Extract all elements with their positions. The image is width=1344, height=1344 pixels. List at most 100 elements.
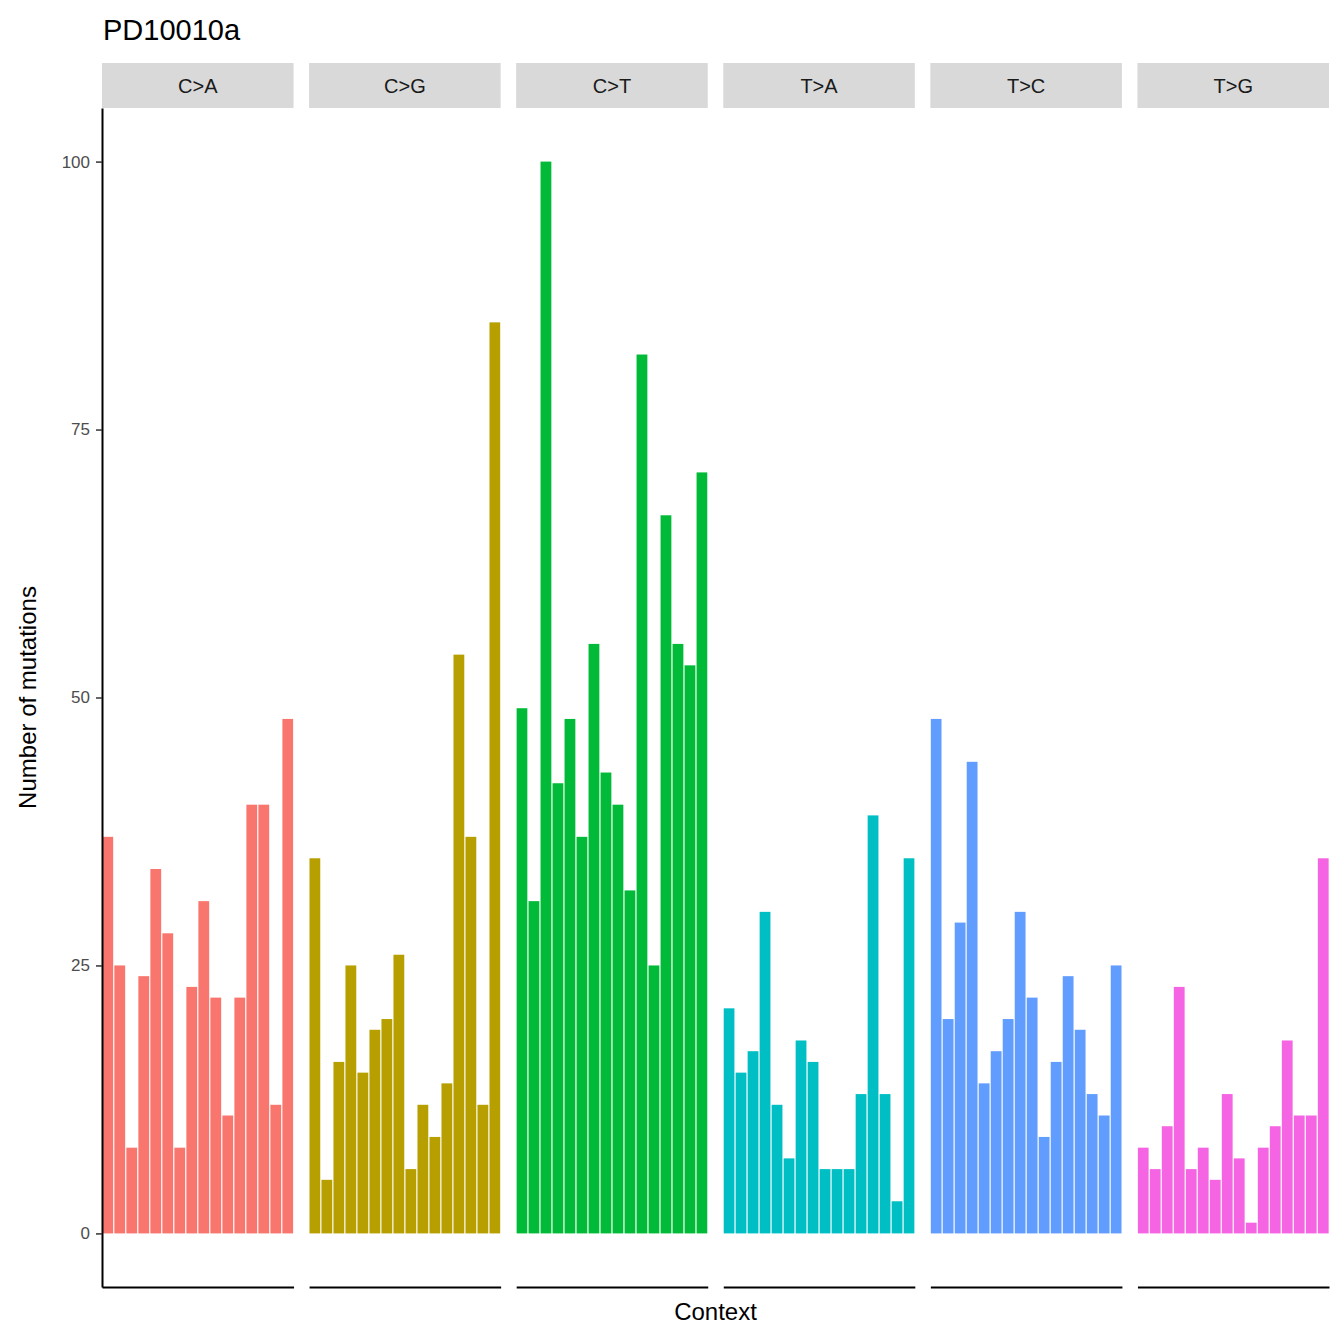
bar [625,890,636,1233]
strip-label: C>G [384,75,426,97]
strip-background [102,63,294,108]
bar [931,719,942,1233]
bar [441,1083,452,1233]
bar [517,708,528,1233]
bar [868,815,879,1233]
strip-background [516,63,708,108]
facet-strip: T>C [930,63,1122,108]
y-tick-mark [96,161,102,163]
bar [724,1008,735,1233]
bar [697,472,708,1233]
bar [760,912,771,1234]
bar [1138,1148,1149,1234]
strip-label: T>A [800,75,838,97]
bar [565,719,576,1233]
bar [258,805,269,1234]
bar [333,1062,344,1233]
bar [138,976,149,1233]
bar [991,1051,1002,1233]
bar [1150,1169,1161,1233]
bar [673,644,684,1234]
strip-label: C>A [178,75,218,97]
y-tick: 75 [71,420,102,439]
x-axis [310,1287,502,1288]
bar [904,858,915,1233]
bar [162,933,173,1233]
bar [246,805,257,1234]
bar [393,955,404,1234]
strip-background [309,63,501,108]
x-axis [724,1287,916,1288]
x-axis [517,1287,709,1288]
y-tick-mark [96,1233,102,1235]
x-axis-line [724,1287,916,1289]
facet-strip: T>A [723,63,915,108]
bar [1075,1030,1086,1234]
strip-label: C>T [593,75,631,97]
bar [309,858,320,1233]
bar [465,837,476,1234]
chart: PD10010aC>AC>GC>TT>AT>CT>G0255075100Numb… [0,0,1344,1344]
bar [880,1094,891,1233]
bar [601,773,612,1234]
x-axis-line [310,1287,502,1289]
bar [102,837,113,1234]
y-tick: 0 [81,1224,102,1243]
bar [649,965,660,1233]
bar [772,1105,783,1234]
y-tick-mark [96,965,102,967]
x-axis-line [103,1287,295,1289]
facet-strip: C>G [309,63,501,108]
bar [1258,1148,1269,1234]
x-axis-title: Context [674,1298,757,1325]
bar [126,1148,137,1234]
bar [820,1169,831,1233]
x-axis-line [1138,1287,1330,1289]
bars [309,322,500,1233]
bar [357,1073,368,1234]
bar [1198,1148,1209,1234]
strip-label: T>G [1213,75,1252,97]
bar [1294,1116,1305,1234]
bar [1051,1062,1062,1233]
bar [477,1105,488,1234]
y-tick: 100 [62,153,102,172]
y-axis-title: Number of mutations [14,586,41,809]
bar [796,1040,807,1233]
x-axis-line [517,1287,709,1289]
bars [1138,858,1329,1233]
bar [489,322,500,1233]
bar [748,1051,759,1233]
bar [1306,1116,1317,1234]
bar [1063,976,1074,1233]
bar [832,1169,843,1233]
strip-background [1137,63,1329,108]
bar [1027,998,1038,1234]
bar [967,762,978,1234]
y-tick: 25 [71,956,102,975]
bar [1015,912,1026,1234]
bar [955,923,966,1234]
x-axis [931,1287,1123,1288]
bar [174,1148,185,1234]
bars [517,162,708,1234]
bar [1087,1094,1098,1233]
x-axis [1138,1287,1330,1288]
bar [186,987,197,1234]
bar [453,655,464,1234]
bar [1318,858,1329,1233]
bar [210,998,221,1234]
bar [345,965,356,1233]
bar [222,1116,233,1234]
bar [1099,1116,1110,1234]
bar [856,1094,867,1233]
y-tick-mark [96,697,102,699]
y-tick-label: 100 [62,153,90,172]
bar [892,1201,903,1233]
bar [1246,1223,1257,1234]
bar [577,837,588,1234]
bar [381,1019,392,1233]
facet-strip: C>A [102,63,294,108]
bar [541,162,552,1234]
bar [1234,1158,1245,1233]
